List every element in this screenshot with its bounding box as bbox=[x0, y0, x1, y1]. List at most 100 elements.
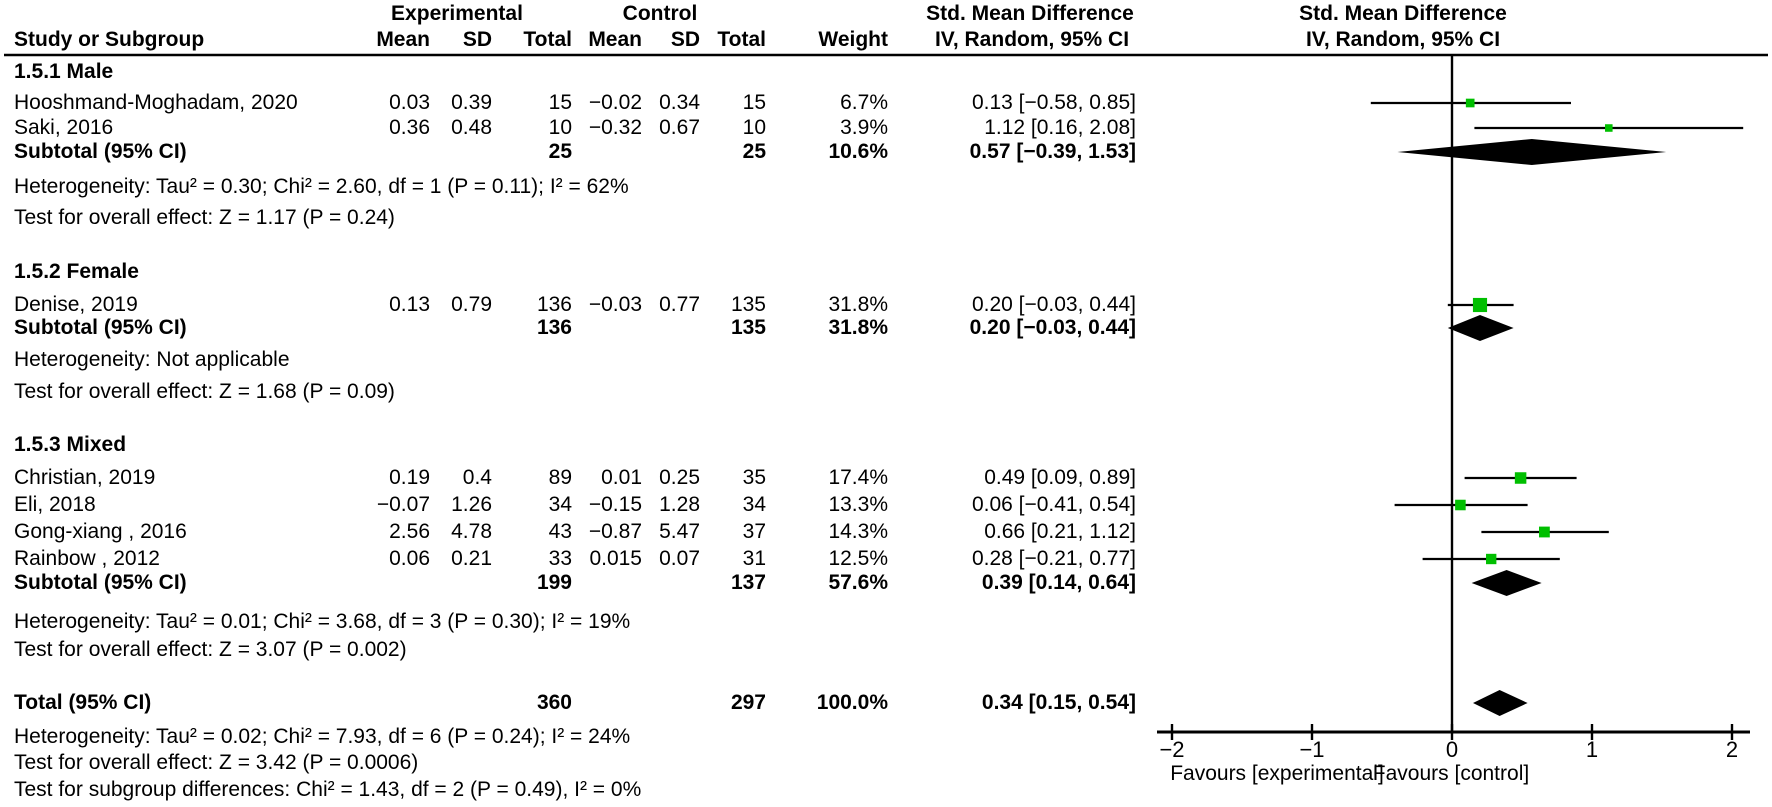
exp-mean-cell: 0.36 bbox=[389, 116, 430, 139]
weight-cell: 17.4% bbox=[828, 466, 888, 489]
weight-cell: 6.7% bbox=[840, 91, 888, 114]
ctrl-total-cell: 35 bbox=[742, 466, 766, 489]
ci-text-cell: 0.20 [−0.03, 0.44] bbox=[969, 316, 1136, 339]
subgroup-title: 1.5.2 Female bbox=[14, 260, 139, 283]
ctrl-mean-cell: −0.87 bbox=[588, 520, 642, 543]
ctrl-total-cell: 37 bbox=[742, 520, 766, 543]
exp-mean-cell: 0.19 bbox=[389, 466, 430, 489]
col-header-method-text: IV, Random, 95% CI bbox=[934, 28, 1130, 51]
ci-text-cell: 0.34 [0.15, 0.54] bbox=[981, 691, 1136, 714]
study-label: Christian, 2019 bbox=[14, 466, 156, 489]
summary-row: Total (95% CI) 360 297 100.0% 0.34 [0.15, 0.… bbox=[0, 690, 1772, 716]
exp-total-cell: 199 bbox=[536, 571, 572, 594]
exp-mean-cell: 0.03 bbox=[389, 91, 430, 114]
stats-note: Heterogeneity: Tau² = 0.30; Chi² = 2.60,… bbox=[14, 175, 629, 198]
ctrl-sd-cell: 5.47 bbox=[659, 520, 700, 543]
stats-note: Test for overall effect: Z = 3.07 (P = 0… bbox=[14, 638, 407, 661]
ctrl-mean-cell: −0.32 bbox=[588, 116, 642, 139]
ci-text-cell: 1.12 [0.16, 2.08] bbox=[984, 116, 1136, 139]
stats-note-row: Test for overall effect: Z = 3.07 (P = 0… bbox=[0, 637, 1772, 663]
study-label: Saki, 2016 bbox=[14, 116, 114, 139]
study-label: Denise, 2019 bbox=[14, 293, 138, 316]
exp-mean-cell: −0.07 bbox=[376, 493, 430, 516]
ctrl-total-cell: 137 bbox=[730, 571, 766, 594]
stats-note: Test for subgroup differences: Chi² = 1.… bbox=[14, 778, 642, 801]
col-header-ctrl-mean: Mean bbox=[588, 28, 642, 51]
plot-header-smd: Std. Mean Difference bbox=[1299, 2, 1507, 25]
subgroup-title-row: 1.5.1 Male bbox=[0, 59, 1772, 85]
ctrl-sd-cell: 1.28 bbox=[659, 493, 700, 516]
study-row: Gong-xiang , 2016 2.56 4.78 43 −0.87 5.47 37 14… bbox=[0, 519, 1772, 545]
stats-note: Test for overall effect: Z = 1.17 (P = 0… bbox=[14, 206, 395, 229]
col-header-smd-text: Std. Mean Difference bbox=[926, 2, 1134, 25]
ctrl-total-cell: 135 bbox=[730, 316, 766, 339]
col-header-study: Study or Subgroup bbox=[14, 28, 205, 51]
exp-sd-cell: 0.79 bbox=[451, 293, 492, 316]
col-group-control: Control bbox=[622, 2, 698, 25]
exp-sd-cell: 4.78 bbox=[451, 520, 492, 543]
ci-text-cell: 0.39 [0.14, 0.64] bbox=[981, 571, 1136, 594]
stats-note-row: Heterogeneity: Tau² = 0.01; Chi² = 3.68,… bbox=[0, 609, 1772, 635]
ctrl-sd-cell: 0.67 bbox=[659, 116, 700, 139]
stats-note: Test for overall effect: Z = 1.68 (P = 0… bbox=[14, 380, 395, 403]
summary-row: Subtotal (95% CI) 199 137 57.6% 0.39 [0.14, … bbox=[0, 570, 1772, 596]
ci-text-cell: 0.66 [0.21, 1.12] bbox=[984, 520, 1136, 543]
ctrl-sd-cell: 0.07 bbox=[659, 547, 700, 570]
stats-note-row: Test for subgroup differences: Chi² = 1.… bbox=[0, 777, 1772, 803]
ctrl-total-cell: 25 bbox=[742, 140, 766, 163]
study-label: Eli, 2018 bbox=[14, 493, 96, 516]
weight-cell: 31.8% bbox=[828, 293, 888, 316]
ctrl-mean-cell: −0.03 bbox=[588, 293, 642, 316]
subgroup-title: 1.5.1 Male bbox=[14, 60, 114, 83]
ctrl-mean-cell: −0.15 bbox=[588, 493, 642, 516]
stats-note: Heterogeneity: Tau² = 0.02; Chi² = 7.93,… bbox=[14, 725, 631, 748]
study-row: Rainbow , 2012 0.06 0.21 33 0.015 0.07 31 12.5%… bbox=[0, 546, 1772, 572]
summary-label: Total (95% CI) bbox=[14, 691, 152, 714]
stats-note: Heterogeneity: Tau² = 0.01; Chi² = 3.68,… bbox=[14, 610, 631, 633]
summary-row: Subtotal (95% CI) 136 135 31.8% 0.20 [−0.03,… bbox=[0, 315, 1772, 341]
plot-header-method: IV, Random, 95% CI bbox=[1305, 28, 1501, 51]
ci-text-cell: 0.06 [−0.41, 0.54] bbox=[971, 493, 1136, 516]
ctrl-total-cell: 10 bbox=[742, 116, 766, 139]
exp-sd-cell: 1.26 bbox=[451, 493, 492, 516]
exp-sd-cell: 0.21 bbox=[451, 547, 492, 570]
col-header-ctrl-sd: SD bbox=[670, 28, 700, 51]
subgroup-title: 1.5.3 Mixed bbox=[14, 433, 127, 456]
stats-note-row: Heterogeneity: Tau² = 0.30; Chi² = 2.60,… bbox=[0, 174, 1772, 200]
col-header-exp-sd: SD bbox=[462, 28, 492, 51]
exp-mean-cell: 0.13 bbox=[389, 293, 430, 316]
stats-note-row: Test for overall effect: Z = 1.17 (P = 0… bbox=[0, 205, 1772, 231]
summary-row: Subtotal (95% CI) 25 25 10.6% 0.57 [−0.39, 1… bbox=[0, 139, 1772, 165]
ci-text-cell: 0.20 [−0.03, 0.44] bbox=[971, 293, 1136, 316]
exp-total-cell: 136 bbox=[536, 293, 572, 316]
study-row: Hooshmand-Moghadam, 2020 0.03 0.39 15 −0.02 0… bbox=[0, 90, 1772, 116]
weight-cell: 100.0% bbox=[816, 691, 888, 714]
weight-cell: 3.9% bbox=[840, 116, 888, 139]
ci-text-cell: 0.57 [−0.39, 1.53] bbox=[969, 140, 1136, 163]
exp-total-cell: 360 bbox=[536, 691, 572, 714]
stats-note-row: Heterogeneity: Not applicable bbox=[0, 347, 1772, 373]
ci-text-cell: 0.49 [0.09, 0.89] bbox=[984, 466, 1136, 489]
col-header-ctrl-total: Total bbox=[717, 28, 766, 51]
stats-note-row: Heterogeneity: Tau² = 0.02; Chi² = 7.93,… bbox=[0, 724, 1772, 750]
exp-sd-cell: 0.48 bbox=[451, 116, 492, 139]
summary-label: Subtotal (95% CI) bbox=[14, 571, 187, 594]
summary-label: Subtotal (95% CI) bbox=[14, 316, 187, 339]
exp-total-cell: 15 bbox=[548, 91, 572, 114]
weight-cell: 13.3% bbox=[828, 493, 888, 516]
ctrl-total-cell: 297 bbox=[730, 691, 766, 714]
col-header-weight: Weight bbox=[818, 28, 888, 51]
exp-sd-cell: 0.4 bbox=[462, 466, 492, 489]
stats-note: Heterogeneity: Not applicable bbox=[14, 348, 290, 371]
col-group-experimental: Experimental bbox=[391, 2, 523, 25]
study-row: Saki, 2016 0.36 0.48 10 −0.32 0.67 10 3.9% 1.12 … bbox=[0, 115, 1772, 141]
study-label: Hooshmand-Moghadam, 2020 bbox=[14, 91, 298, 114]
study-label: Rainbow , 2012 bbox=[14, 547, 160, 570]
ctrl-total-cell: 135 bbox=[730, 293, 766, 316]
summary-label: Subtotal (95% CI) bbox=[14, 140, 187, 163]
exp-mean-cell: 0.06 bbox=[389, 547, 430, 570]
exp-total-cell: 43 bbox=[548, 520, 572, 543]
ci-text-cell: 0.28 [−0.21, 0.77] bbox=[971, 547, 1136, 570]
col-header-exp-mean: Mean bbox=[376, 28, 430, 51]
